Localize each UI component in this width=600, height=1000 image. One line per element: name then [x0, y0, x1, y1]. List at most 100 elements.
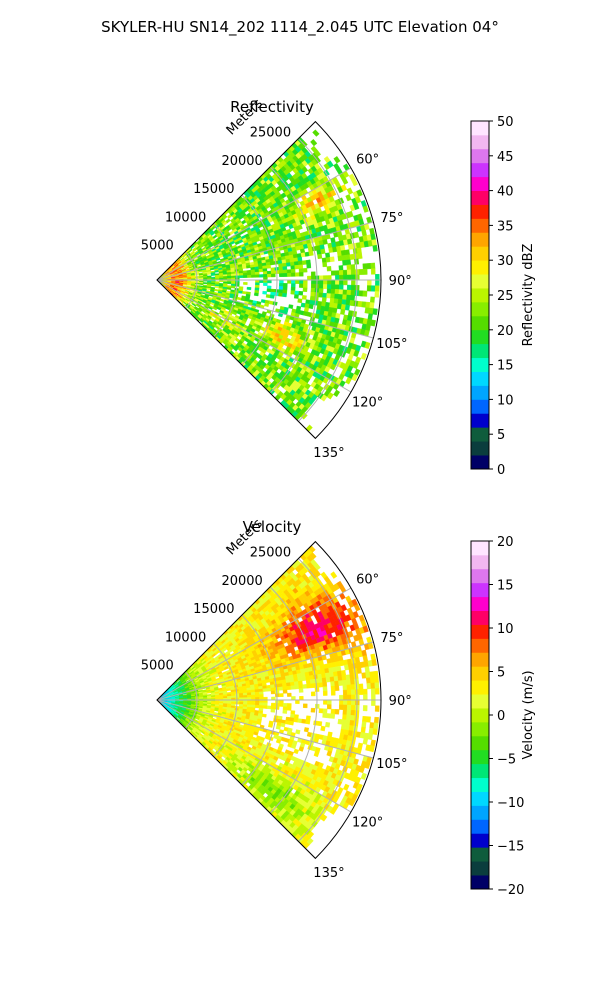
grid-spoke [156, 699, 352, 813]
colorbar-swatch [471, 568, 489, 584]
colorbar-tick-label: 15 [497, 579, 514, 594]
colorbar-swatch [471, 246, 489, 261]
colorbar-swatch [471, 735, 489, 751]
radial-tick-label: 25000 [250, 126, 291, 141]
colorbar-swatch [471, 833, 489, 848]
colorbar-swatch [471, 148, 489, 164]
angle-tick-label: 75° [380, 631, 403, 646]
colorbar-tick-label: 20 [497, 324, 514, 339]
angle-tick-label: 135° [313, 446, 344, 461]
colorbar-swatch [471, 666, 489, 681]
colorbar-swatch [471, 385, 489, 400]
colorbar-tick-label: 0 [497, 709, 505, 724]
colorbar-tick-label: 25 [497, 289, 514, 304]
grid-spoke [156, 167, 352, 281]
radial-tick-label: 10000 [165, 630, 206, 645]
grid-spoke [156, 699, 374, 759]
colorbar-swatch [471, 134, 489, 150]
colorbar-swatch [471, 680, 489, 695]
colorbar-swatch [471, 763, 489, 779]
colorbar-swatch [471, 638, 489, 653]
colorbar-swatch [471, 176, 489, 191]
colorbar-swatch [471, 610, 489, 625]
angle-tick-label: 120° [352, 816, 383, 831]
colorbar: 20 15 10 5 0 −5 −10 −15 −20 Velocity (m/s) [470, 535, 536, 898]
colorbar-tick-label: −5 [497, 753, 516, 768]
colorbar-swatch [471, 413, 489, 428]
angle-tick-label: 90° [389, 274, 412, 289]
colorbar-tick-label: 15 [497, 359, 514, 374]
colorbar-swatch [471, 455, 489, 470]
colorbar-swatch [471, 861, 489, 876]
colorbar-swatch [471, 777, 489, 792]
colorbar-tick-label: 40 [497, 185, 514, 200]
radial-tick-label: 5000 [141, 659, 174, 674]
angle-tick-label: 75° [380, 211, 403, 226]
grid-spoke [156, 221, 374, 281]
colorbar-swatch [471, 162, 489, 178]
colorbar: 0 5 10 15 20 25 30 35 40 45 50 Reflectivity dBZ [470, 115, 536, 478]
radial-tick-label: 25000 [250, 546, 291, 561]
radar-data-field [158, 129, 380, 432]
sector-frame [156, 120, 382, 440]
colorbar-swatch [471, 427, 489, 442]
colorbar-swatch [471, 708, 489, 723]
colorbar-swatch [471, 301, 489, 317]
colorbar-swatch [471, 232, 489, 247]
colorbar-swatch [471, 441, 489, 456]
colorbar-tick-label: 10 [497, 393, 514, 408]
colorbar-swatch [471, 343, 489, 359]
colorbar-swatch [471, 274, 489, 289]
colorbar-swatch [471, 218, 489, 233]
colorbar-tick-label: −15 [497, 840, 524, 855]
grid-spoke [156, 587, 352, 701]
colorbar-swatch [471, 315, 489, 331]
angle-tick-label: 120° [352, 396, 383, 411]
radial-tick-label: 10000 [165, 210, 206, 225]
grid-spoke [156, 279, 352, 393]
colorbar-tick-label: −20 [497, 883, 524, 898]
colorbar-tick-label: 35 [497, 219, 514, 234]
colorbar-swatch [471, 847, 489, 862]
angle-tick-label: 60° [356, 572, 379, 587]
colorbar-swatch [471, 357, 489, 372]
panel-title: Velocity [243, 518, 302, 536]
colorbar-swatch [471, 749, 489, 765]
colorbar-swatch [471, 721, 489, 737]
colorbar-swatch [471, 329, 489, 345]
radial-tick-label: 20000 [221, 154, 262, 169]
radial-tick-label: 15000 [193, 602, 234, 617]
colorbar-swatch [471, 204, 489, 219]
colorbar-swatch [471, 371, 489, 386]
colorbar-tick-label: 20 [497, 535, 514, 550]
colorbar-tick-label: 0 [497, 463, 505, 478]
colorbar-swatch [471, 819, 489, 834]
colorbar-tick-label: 5 [497, 428, 505, 443]
colorbar-swatch [471, 260, 489, 275]
angle-tick-label: 90° [389, 694, 412, 709]
panel-reflectivity: Reflectivity 5000 10000 15000 20000 25000 60° 7… [141, 96, 536, 478]
angle-tick-label: 105° [376, 337, 407, 352]
radial-tick-label: 15000 [193, 182, 234, 197]
colorbar-swatch [471, 791, 489, 806]
colorbar-tick-label: 30 [497, 254, 514, 269]
colorbar-swatch [471, 875, 489, 890]
colorbar-swatch [471, 554, 489, 570]
sector-frame [156, 540, 382, 860]
colorbar-swatch [471, 288, 489, 303]
panel-title: Reflectivity [230, 98, 314, 116]
colorbar-swatch [471, 624, 489, 639]
colorbar-swatch [471, 805, 489, 820]
radial-tick-label: 5000 [141, 239, 174, 254]
colorbar-swatch [471, 596, 489, 611]
panel-velocity: Velocity 5000 10000 15000 20000 25000 60° 75° 90… [141, 516, 536, 898]
colorbar-tick-label: 50 [497, 115, 514, 130]
colorbar-tick-label: −10 [497, 796, 524, 811]
panels: Reflectivity50001000015000200002500060°7… [141, 96, 536, 898]
colorbar-label: Velocity (m/s) [521, 670, 536, 759]
colorbar-swatch [471, 582, 489, 598]
angle-tick-label: 105° [376, 757, 407, 772]
figure-title: SKYLER-HU SN14_202 1114_2.045 UTC Elevat… [101, 18, 499, 37]
colorbar-tick-label: 10 [497, 622, 514, 637]
